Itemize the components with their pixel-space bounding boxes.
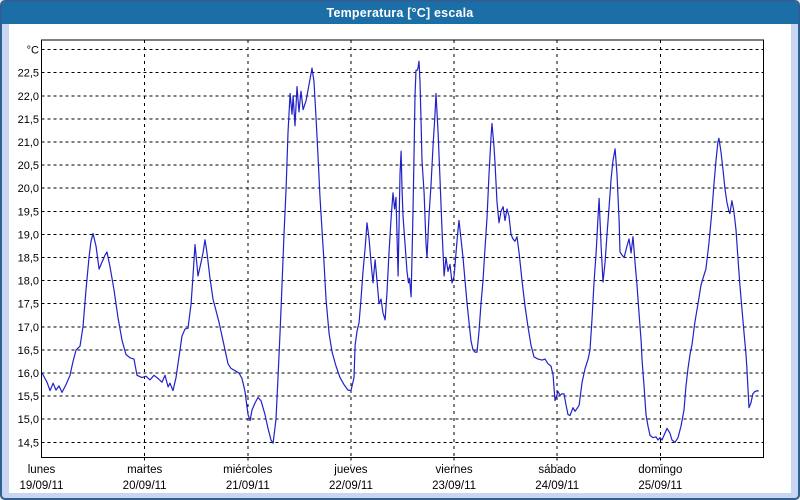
y-tick-label: 14,5 bbox=[18, 437, 39, 449]
x-date-label: 19/09/11 bbox=[20, 480, 64, 492]
y-tick-label: 16,5 bbox=[18, 345, 39, 357]
y-tick-label: 22,5 bbox=[18, 68, 39, 80]
y-tick-label: 21,0 bbox=[18, 137, 39, 149]
y-tick-label: 19,0 bbox=[18, 229, 39, 241]
y-tick-label: 22,0 bbox=[18, 91, 39, 103]
y-tick-label: 20,0 bbox=[18, 183, 39, 195]
x-date-label: 22/09/11 bbox=[329, 480, 373, 492]
y-tick-label: 18,0 bbox=[18, 276, 39, 288]
y-tick-label: 18,5 bbox=[18, 253, 39, 265]
x-day-label: domingo bbox=[638, 464, 682, 476]
x-date-label: 21/09/11 bbox=[226, 480, 270, 492]
y-tick-label: 16,0 bbox=[18, 368, 39, 380]
y-tick-label: 20,5 bbox=[18, 160, 39, 172]
y-tick-label: 21,5 bbox=[18, 114, 39, 126]
x-date-label: 20/09/11 bbox=[123, 480, 167, 492]
plot-border bbox=[42, 40, 764, 458]
y-unit-label: °C bbox=[27, 45, 39, 57]
chart-window: Temperatura [°C] escala °C22,522,021,521… bbox=[0, 0, 800, 500]
y-tick-label: 15,0 bbox=[18, 414, 39, 426]
x-day-label: martes bbox=[127, 464, 162, 476]
x-date-label: 24/09/11 bbox=[535, 480, 579, 492]
x-day-label: jueves bbox=[333, 464, 367, 476]
y-tick-label: 19,5 bbox=[18, 206, 39, 218]
y-tick-label: 17,0 bbox=[18, 322, 39, 334]
x-date-label: 25/09/11 bbox=[638, 480, 682, 492]
x-day-label: miércoles bbox=[223, 464, 272, 476]
y-tick-label: 15,5 bbox=[18, 391, 39, 403]
temperature-line bbox=[42, 61, 758, 443]
temperature-chart: °C 22,5 22,0 21,5 21,0 20,5 20,0 19,5 19,0 18,5 18… bbox=[2, 2, 800, 500]
x-day-label: lunes bbox=[28, 464, 56, 476]
x-date-label: 23/09/11 bbox=[432, 480, 476, 492]
x-day-label: viernes bbox=[436, 464, 473, 476]
y-tick-label: 17,5 bbox=[18, 299, 39, 311]
x-day-label: sábado bbox=[538, 464, 576, 476]
